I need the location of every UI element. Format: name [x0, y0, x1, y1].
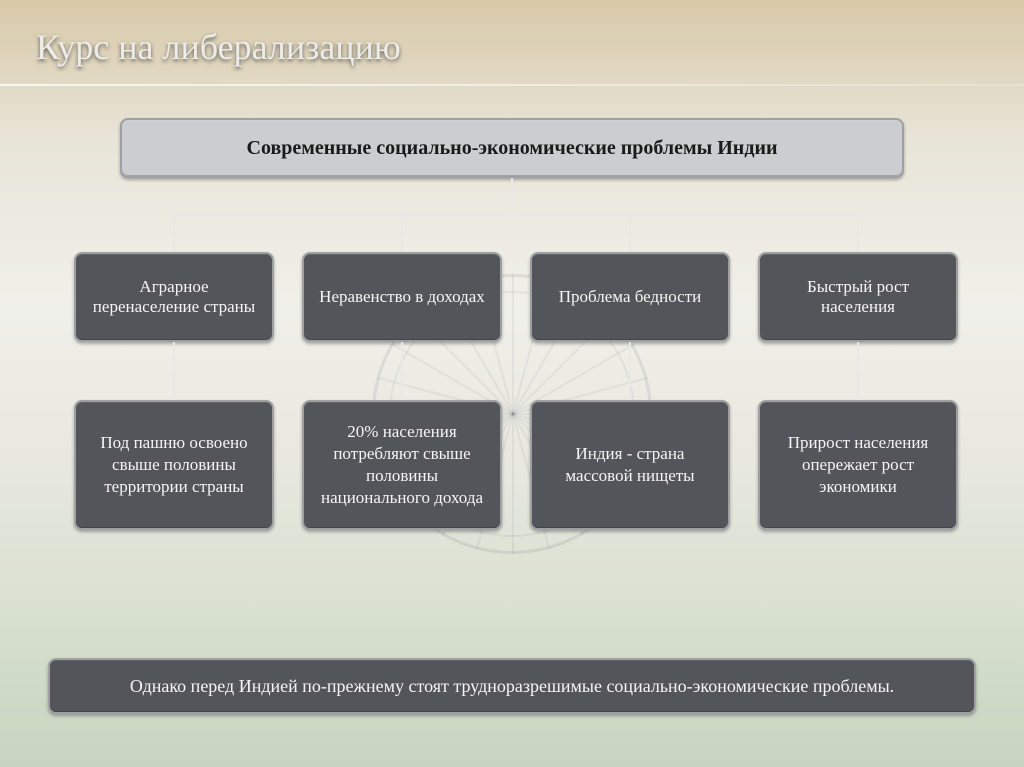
detail-label: Под пашню освоено свыше половины террито…: [90, 432, 258, 498]
problem-label: Быстрый рост населения: [774, 277, 942, 317]
detail-label: 20% населения потребляют свыше половины …: [318, 421, 486, 509]
detail-node-4: Прирост населения опережает рост экономи…: [758, 400, 958, 530]
problem-label: Проблема бедности: [559, 287, 701, 307]
footer-node: Однако перед Индией по-прежнему стоят тр…: [48, 658, 976, 714]
connectors: [0, 100, 1024, 660]
root-node: Современные социально-экономические проб…: [120, 118, 904, 178]
detail-node-3: Индия - страна массовой нищеты: [530, 400, 730, 530]
footer-label: Однако перед Индией по-прежнему стоят тр…: [130, 676, 894, 697]
problem-node-1: Аграрное перенаселение страны: [74, 252, 274, 342]
title-underline: [0, 84, 1024, 86]
detail-node-1: Под пашню освоено свыше половины террито…: [74, 400, 274, 530]
detail-node-2: 20% населения потребляют свыше половины …: [302, 400, 502, 530]
problem-node-4: Быстрый рост населения: [758, 252, 958, 342]
detail-label: Индия - страна массовой нищеты: [546, 443, 714, 487]
problem-node-2: Неравенство в доходах: [302, 252, 502, 342]
problem-label: Неравенство в доходах: [319, 287, 485, 307]
detail-label: Прирост населения опережает рост экономи…: [774, 432, 942, 498]
root-label: Современные социально-экономические проб…: [247, 137, 778, 160]
slide-title: Курс на либерализацию: [36, 26, 401, 68]
problem-node-3: Проблема бедности: [530, 252, 730, 342]
problem-label: Аграрное перенаселение страны: [90, 277, 258, 317]
diagram-canvas: Современные социально-экономические проб…: [0, 100, 1024, 767]
